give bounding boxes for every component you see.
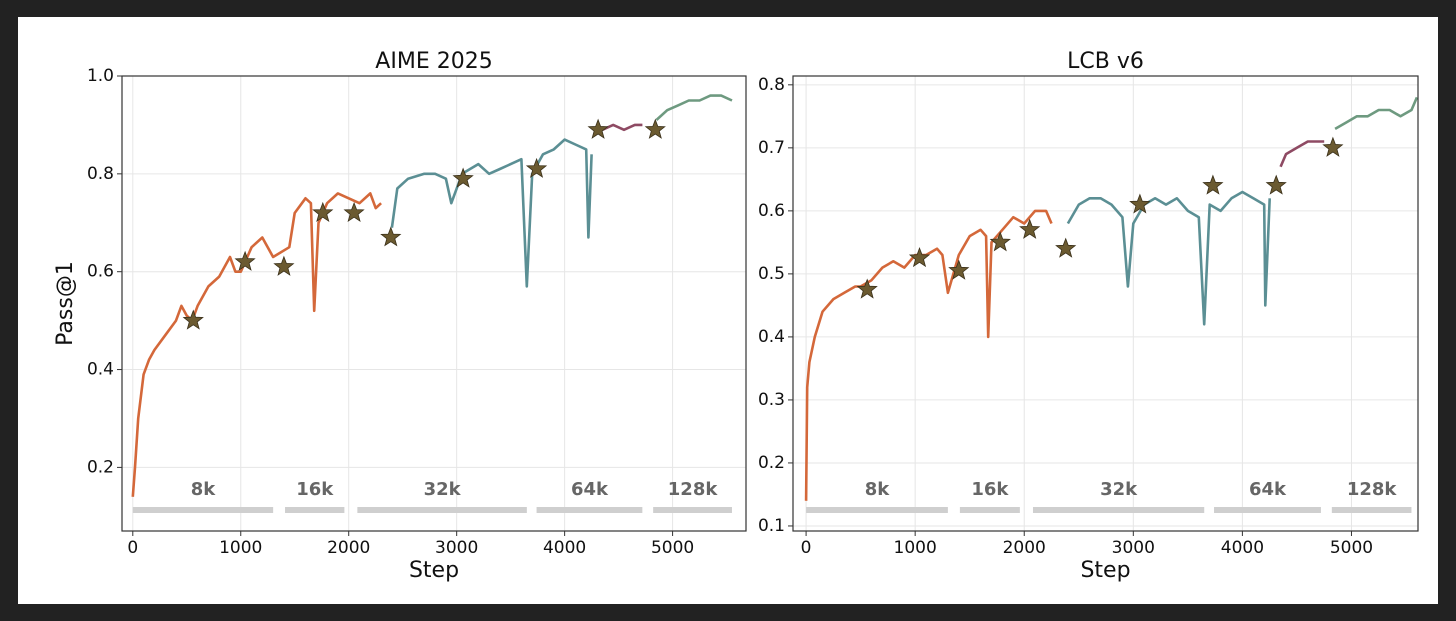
- series-line: [1066, 190, 1271, 326]
- plot-frame: [121, 75, 747, 532]
- x-tick-label: 2000: [327, 538, 370, 558]
- phase-label: 8k: [191, 479, 217, 500]
- checkpoint-star: [1322, 136, 1344, 157]
- y-tick-label: 0.4: [758, 327, 785, 347]
- x-tick-label: 4000: [1221, 538, 1264, 558]
- phase-label: 64k: [1249, 479, 1287, 500]
- checkpoint-star: [948, 259, 970, 280]
- checkpoint-star: [525, 157, 548, 178]
- series-line: [1279, 140, 1325, 168]
- chart-title: AIME 2025: [375, 49, 492, 74]
- phase-label: 8k: [865, 479, 891, 500]
- checkpoint-star: [312, 201, 334, 223]
- x-tick-label: 5000: [651, 538, 694, 558]
- checkpoint-star: [587, 118, 609, 139]
- figure-background: [18, 17, 1438, 604]
- series-line: [390, 138, 593, 288]
- phase-label: 32k: [1100, 479, 1138, 500]
- checkpoint-star: [989, 231, 1011, 252]
- checkpoint-star: [1019, 218, 1041, 239]
- y-tick-label: 0.2: [758, 453, 785, 473]
- y-tick-label: 0.3: [758, 390, 785, 410]
- checkpoint-star: [273, 255, 295, 276]
- y-tick-label: 1.0: [87, 66, 114, 86]
- checkpoint-star: [182, 309, 204, 330]
- x-axis-label: Step: [409, 558, 459, 583]
- y-tick-label: 0.1: [758, 516, 785, 536]
- series-line: [131, 192, 382, 497]
- checkpoint-star: [856, 278, 878, 299]
- plot-frame: [792, 75, 1419, 532]
- x-tick-label: 3000: [1112, 538, 1155, 558]
- chart-title: LCB v6: [1067, 49, 1144, 74]
- series-line: [1334, 96, 1419, 131]
- phase-label: 16k: [296, 479, 334, 500]
- phase-label: 128k: [668, 479, 719, 500]
- x-tick-label: 5000: [1330, 538, 1373, 558]
- x-tick-label: 3000: [435, 538, 478, 558]
- y-tick-label: 0.5: [758, 264, 785, 284]
- phase-label: 32k: [424, 479, 462, 500]
- checkpoint-star: [644, 118, 666, 139]
- y-tick-label: 0.7: [758, 138, 785, 158]
- series-line: [804, 209, 1053, 501]
- checkpoint-star: [452, 167, 474, 188]
- checkpoint-star: [1202, 174, 1224, 195]
- x-tick-label: 1000: [894, 538, 937, 558]
- x-axis-label: Step: [1080, 558, 1130, 583]
- y-tick-label: 0.6: [87, 262, 114, 282]
- checkpoint-star: [234, 250, 256, 271]
- phase-label: 16k: [971, 479, 1009, 500]
- y-tick-label: 0.8: [758, 75, 785, 95]
- y-tick-label: 0.8: [87, 164, 114, 184]
- y-axis-label: Pass@1: [53, 261, 78, 346]
- y-tick-label: 0.2: [87, 457, 114, 477]
- x-tick-label: 4000: [543, 538, 586, 558]
- checkpoint-star: [1265, 174, 1287, 195]
- checkpoint-star: [1055, 237, 1077, 258]
- checkpoint-star: [380, 226, 402, 247]
- phase-label: 128k: [1347, 479, 1398, 500]
- checkpoint-star: [1129, 193, 1151, 214]
- y-tick-label: 0.6: [758, 201, 785, 221]
- figure: 0 1000 2000 3000 4000 5000 0.2 0.4 0.6 0.8 1.0 8k 16…: [18, 17, 1438, 604]
- checkpoint-star: [343, 201, 365, 223]
- x-tick-label: 1000: [219, 538, 262, 558]
- y-tick-label: 0.4: [87, 360, 114, 380]
- phase-label: 64k: [571, 479, 609, 500]
- series-line: [601, 123, 643, 132]
- x-tick-label: 2000: [1003, 538, 1046, 558]
- x-tick-label: 0: [801, 538, 812, 558]
- checkpoint-star: [908, 246, 931, 268]
- x-tick-label: 0: [127, 538, 138, 558]
- series-line: [655, 94, 733, 121]
